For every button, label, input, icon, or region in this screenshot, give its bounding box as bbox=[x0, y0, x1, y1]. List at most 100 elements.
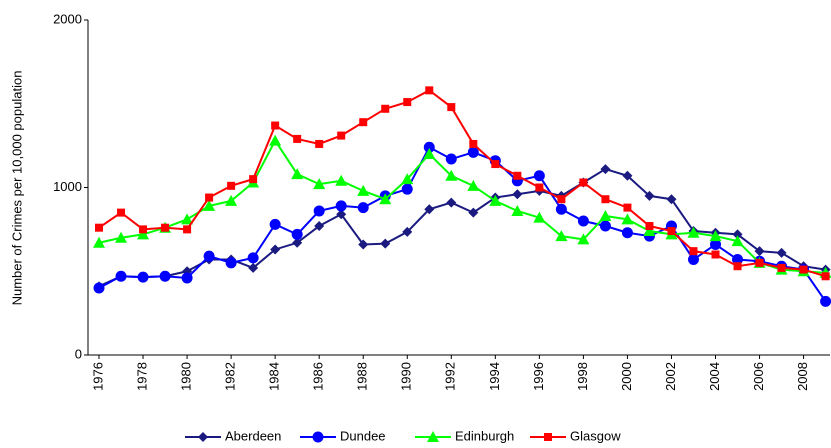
marker bbox=[137, 228, 150, 240]
marker bbox=[623, 203, 632, 212]
x-tick-label: 1994 bbox=[487, 362, 502, 391]
marker bbox=[535, 183, 544, 192]
marker bbox=[117, 208, 126, 217]
marker bbox=[159, 270, 171, 282]
marker bbox=[557, 195, 566, 204]
marker bbox=[336, 209, 347, 220]
x-tick-label: 1998 bbox=[575, 362, 590, 391]
legend-marker bbox=[198, 432, 208, 442]
legend-label: Glasgow bbox=[570, 428, 621, 443]
marker bbox=[754, 246, 765, 257]
marker bbox=[183, 225, 192, 234]
x-tick-label: 2006 bbox=[751, 362, 766, 391]
marker bbox=[513, 171, 522, 180]
y-tick-label: 1000 bbox=[53, 179, 82, 194]
marker bbox=[357, 184, 370, 196]
marker bbox=[621, 227, 633, 239]
legend-marker bbox=[312, 431, 324, 443]
marker bbox=[491, 160, 500, 169]
x-tick-label: 2000 bbox=[619, 362, 634, 391]
x-tick-label: 1992 bbox=[443, 362, 458, 391]
marker bbox=[733, 262, 742, 271]
legend-label: Edinburgh bbox=[455, 428, 514, 443]
marker bbox=[577, 233, 590, 245]
marker bbox=[511, 204, 524, 216]
marker bbox=[225, 257, 237, 269]
marker bbox=[337, 131, 346, 140]
x-tick-label: 1982 bbox=[223, 362, 238, 391]
marker bbox=[181, 272, 193, 284]
marker bbox=[445, 169, 458, 181]
marker bbox=[402, 226, 413, 237]
marker bbox=[599, 209, 612, 221]
marker bbox=[161, 223, 170, 232]
marker bbox=[731, 235, 744, 247]
marker bbox=[512, 189, 523, 200]
legend-marker bbox=[544, 433, 552, 441]
x-tick-label: 1980 bbox=[179, 362, 194, 391]
marker bbox=[403, 98, 412, 107]
marker bbox=[423, 148, 436, 159]
x-tick-label: 1978 bbox=[134, 362, 149, 391]
marker bbox=[115, 231, 128, 243]
marker bbox=[335, 174, 348, 186]
marker bbox=[379, 193, 392, 205]
marker bbox=[621, 213, 634, 225]
marker bbox=[777, 263, 786, 272]
marker bbox=[203, 250, 215, 262]
marker bbox=[687, 254, 699, 266]
marker bbox=[381, 104, 390, 113]
x-tick-label: 1988 bbox=[355, 362, 370, 391]
marker bbox=[313, 205, 325, 217]
y-tick-label: 2000 bbox=[53, 11, 82, 26]
marker bbox=[601, 195, 610, 204]
marker bbox=[115, 270, 127, 282]
marker bbox=[622, 170, 633, 181]
marker bbox=[225, 194, 238, 206]
marker bbox=[446, 197, 457, 208]
marker bbox=[269, 218, 281, 230]
marker bbox=[401, 173, 414, 185]
marker bbox=[467, 146, 479, 158]
marker bbox=[358, 239, 369, 250]
x-tick-label: 2004 bbox=[707, 362, 722, 391]
legend-label: Aberdeen bbox=[225, 428, 281, 443]
marker bbox=[577, 215, 589, 227]
marker bbox=[424, 204, 435, 215]
series-line bbox=[98, 138, 826, 274]
marker bbox=[447, 103, 456, 112]
marker bbox=[291, 228, 303, 240]
marker bbox=[380, 238, 391, 249]
marker bbox=[357, 202, 369, 214]
marker bbox=[93, 282, 105, 294]
marker bbox=[181, 213, 194, 225]
marker bbox=[271, 121, 280, 130]
marker bbox=[555, 230, 568, 242]
marker bbox=[467, 179, 480, 191]
x-tick-label: 1984 bbox=[267, 362, 282, 391]
marker bbox=[645, 222, 654, 231]
marker bbox=[313, 178, 326, 190]
marker bbox=[687, 226, 700, 238]
legend-marker bbox=[427, 431, 439, 442]
marker bbox=[599, 220, 611, 232]
marker bbox=[139, 225, 148, 234]
marker bbox=[820, 295, 831, 307]
series-line bbox=[98, 145, 827, 302]
marker bbox=[270, 244, 281, 255]
marker bbox=[667, 227, 676, 236]
marker bbox=[468, 207, 479, 218]
marker bbox=[711, 250, 720, 259]
series-line bbox=[98, 167, 826, 288]
marker bbox=[291, 168, 304, 180]
marker bbox=[227, 181, 236, 190]
marker bbox=[643, 225, 656, 237]
y-tick-label: 0 bbox=[75, 346, 82, 361]
marker bbox=[755, 258, 764, 267]
marker bbox=[335, 200, 347, 212]
marker bbox=[821, 272, 830, 281]
marker bbox=[533, 211, 546, 223]
marker bbox=[425, 86, 434, 95]
marker bbox=[799, 265, 808, 274]
